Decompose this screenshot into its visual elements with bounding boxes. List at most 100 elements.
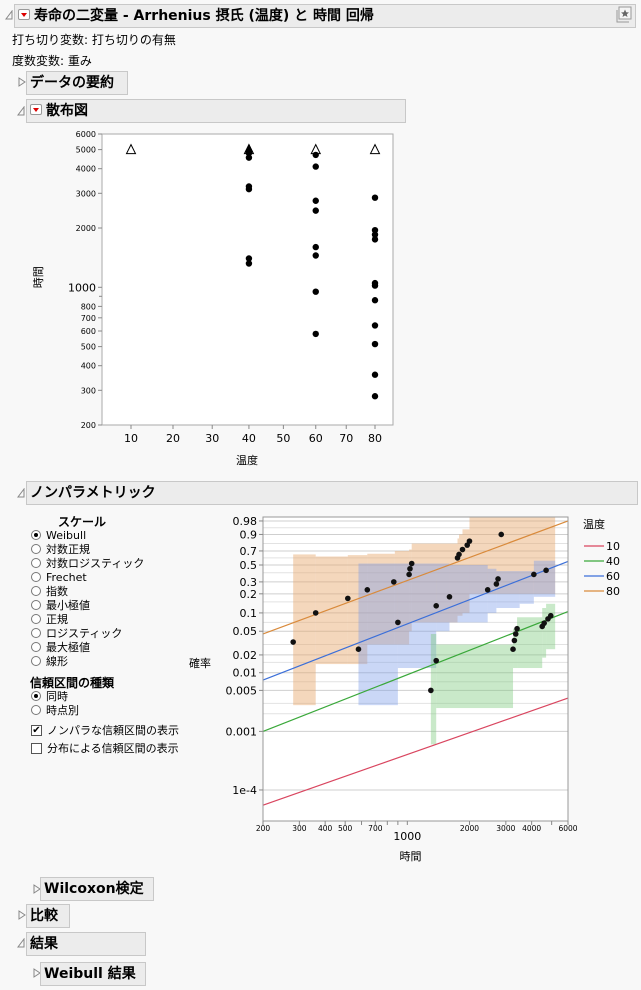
red-triangle-menu-icon[interactable] bbox=[30, 103, 42, 115]
radio-button-icon[interactable] bbox=[31, 656, 41, 666]
svg-text:400: 400 bbox=[318, 824, 333, 833]
report-title-header[interactable]: 寿命の二変量 - Arrhenius 摂氏 (温度) と 時間 回帰 bbox=[14, 4, 636, 28]
expand-triangle-icon[interactable] bbox=[18, 910, 26, 920]
svg-text:0.05: 0.05 bbox=[233, 625, 258, 638]
results-header[interactable]: 結果 bbox=[26, 932, 146, 956]
svg-text:0.001: 0.001 bbox=[226, 725, 258, 738]
svg-text:5000: 5000 bbox=[76, 146, 96, 155]
scale-option[interactable]: ロジスティック bbox=[31, 627, 122, 641]
scale-option[interactable]: 最大極値 bbox=[31, 641, 90, 655]
svg-text:1e-4: 1e-4 bbox=[232, 784, 257, 797]
scale-option[interactable]: 指数 bbox=[31, 585, 68, 599]
svg-text:400: 400 bbox=[81, 362, 96, 371]
checkbox-unchecked-icon[interactable] bbox=[31, 742, 42, 754]
svg-text:50: 50 bbox=[276, 432, 290, 445]
svg-text:6000: 6000 bbox=[558, 824, 577, 833]
x-axis-label: 温度 bbox=[236, 453, 258, 467]
svg-text:3000: 3000 bbox=[76, 189, 96, 198]
y-axis-label: 時間 bbox=[32, 266, 45, 288]
ci-display-checkbox[interactable]: ✔ ノンパラな信頼区間の表示 bbox=[31, 724, 179, 738]
svg-text:300: 300 bbox=[292, 824, 307, 833]
ci-type-option[interactable]: 同時 bbox=[31, 690, 68, 704]
radio-button-icon[interactable] bbox=[31, 558, 41, 568]
collapse-triangle-icon[interactable] bbox=[17, 106, 25, 116]
svg-text:20: 20 bbox=[166, 432, 180, 445]
svg-text:0.7: 0.7 bbox=[240, 545, 258, 558]
checkbox-checked-icon[interactable]: ✔ bbox=[31, 724, 42, 736]
svg-text:500: 500 bbox=[338, 824, 353, 833]
radio-button-icon[interactable] bbox=[31, 628, 41, 638]
radio-button-icon[interactable] bbox=[31, 642, 41, 652]
scale-heading: スケール bbox=[58, 515, 107, 529]
svg-text:0.01: 0.01 bbox=[233, 667, 258, 680]
expand-triangle-icon[interactable] bbox=[33, 968, 41, 978]
scale-option[interactable]: 対数正規 bbox=[31, 543, 90, 557]
svg-text:0.5: 0.5 bbox=[240, 559, 258, 572]
radio-button-icon[interactable] bbox=[31, 600, 41, 610]
ci-display-checkbox[interactable]: 分布による信頼区間の表示 bbox=[31, 742, 179, 756]
collapse-triangle-icon[interactable] bbox=[5, 10, 13, 20]
svg-text:300: 300 bbox=[81, 386, 96, 395]
svg-text:6000: 6000 bbox=[76, 130, 96, 139]
pin-icon[interactable] bbox=[615, 6, 633, 24]
ci-type-heading: 信頼区間の種類 bbox=[30, 676, 115, 690]
radio-button-icon[interactable] bbox=[31, 586, 41, 596]
scale-option[interactable]: Frechet bbox=[31, 571, 87, 585]
svg-text:80: 80 bbox=[606, 585, 620, 598]
scale-option-label: Frechet bbox=[46, 571, 87, 584]
svg-text:4000: 4000 bbox=[522, 824, 541, 833]
checkbox-label: 分布による信頼区間の表示 bbox=[47, 742, 179, 755]
radio-button-icon[interactable] bbox=[31, 614, 41, 624]
scale-option[interactable]: 線形 bbox=[31, 655, 68, 669]
scale-option[interactable]: Weibull bbox=[31, 529, 86, 543]
collapse-triangle-icon[interactable] bbox=[17, 938, 25, 948]
expand-triangle-icon[interactable] bbox=[18, 77, 26, 87]
collapse-triangle-icon[interactable] bbox=[17, 488, 25, 498]
svg-text:0.98: 0.98 bbox=[233, 515, 258, 528]
svg-text:0.9: 0.9 bbox=[240, 528, 258, 541]
svg-text:1000: 1000 bbox=[68, 281, 96, 294]
censor-variable-label: 打ち切り変数: 打ち切りの有無 bbox=[12, 33, 176, 47]
svg-text:80: 80 bbox=[368, 432, 382, 445]
data-summary-header[interactable]: データの要約 bbox=[26, 71, 128, 95]
scale-option[interactable]: 正規 bbox=[31, 613, 68, 627]
svg-text:0.2: 0.2 bbox=[240, 588, 258, 601]
expand-triangle-icon[interactable] bbox=[33, 884, 41, 894]
red-triangle-menu-icon[interactable] bbox=[18, 8, 30, 20]
svg-text:70: 70 bbox=[339, 432, 353, 445]
x-axis-label: 時間 bbox=[400, 850, 422, 863]
scale-option[interactable]: 対数ロジスティック bbox=[31, 557, 144, 571]
scale-option-label: 最大極値 bbox=[46, 641, 90, 654]
scale-option-label: 最小極値 bbox=[46, 599, 90, 612]
radio-button-icon[interactable] bbox=[31, 572, 41, 582]
scatter-plot-header[interactable]: 散布図 bbox=[26, 99, 406, 123]
radio-button-icon[interactable] bbox=[31, 691, 41, 701]
report-title: 寿命の二変量 - Arrhenius 摂氏 (温度) と 時間 回帰 bbox=[34, 8, 374, 24]
wilcoxon-test-header[interactable]: Wilcoxon検定 bbox=[40, 877, 154, 901]
radio-button-icon[interactable] bbox=[31, 530, 41, 540]
nonparametric-probability-plot: 0.980.9 0.70.5 0.30.2 0.1 0.05 0.02 0.01 0.005 0… bbox=[189, 515, 620, 863]
scale-option[interactable]: 最小極値 bbox=[31, 599, 90, 613]
svg-text:200: 200 bbox=[81, 421, 96, 430]
svg-text:30: 30 bbox=[205, 432, 219, 445]
weibull-results-header[interactable]: Weibull 結果 bbox=[40, 962, 146, 986]
comparison-header[interactable]: 比較 bbox=[26, 904, 70, 928]
svg-text:800: 800 bbox=[81, 302, 96, 311]
svg-text:10: 10 bbox=[606, 540, 620, 553]
svg-text:4000: 4000 bbox=[76, 165, 96, 174]
radio-button-icon[interactable] bbox=[31, 705, 41, 715]
ci-type-option[interactable]: 時点別 bbox=[31, 704, 79, 718]
radio-button-icon[interactable] bbox=[31, 544, 41, 554]
svg-text:2000: 2000 bbox=[460, 824, 479, 833]
svg-text:60: 60 bbox=[309, 432, 323, 445]
svg-text:700: 700 bbox=[368, 824, 383, 833]
svg-text:1000: 1000 bbox=[393, 830, 421, 843]
nonparametric-header[interactable]: ノンパラメトリック bbox=[26, 481, 638, 505]
ci-type-option-label: 同時 bbox=[46, 690, 68, 703]
svg-text:2000: 2000 bbox=[76, 224, 96, 233]
svg-text:0.005: 0.005 bbox=[226, 684, 258, 697]
svg-text:温度: 温度 bbox=[583, 517, 605, 531]
svg-text:3000: 3000 bbox=[496, 824, 515, 833]
scale-option-label: 正規 bbox=[46, 613, 68, 626]
svg-text:200: 200 bbox=[256, 824, 271, 833]
